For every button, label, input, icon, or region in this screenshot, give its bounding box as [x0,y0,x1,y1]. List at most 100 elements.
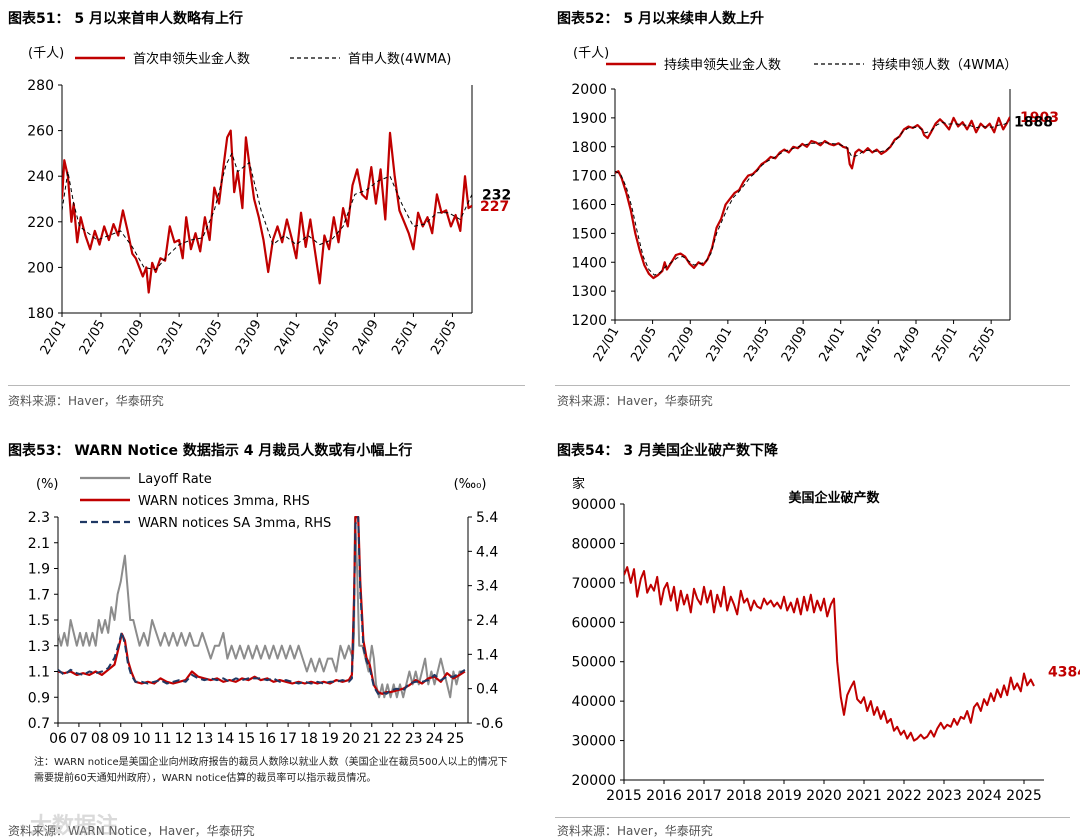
x-tick-label: 24/01 [272,318,304,358]
legend-label: 首次申领失业金人数 [133,51,250,67]
x-tick-label: 14 [216,731,234,747]
y-tick-label: 1600 [571,198,607,214]
series-line-2 [615,120,1010,276]
series-line-3 [58,516,466,695]
y-tick-label: 240 [27,169,54,185]
y-tick-label: 80000 [571,536,616,552]
x-tick-label: 25 [447,731,465,747]
x-tick-label: 16 [258,731,276,747]
y2-tick-label: -0.6 [476,716,503,732]
chart-51-source-divider [8,385,525,386]
y-tick-label: 1.1 [28,665,50,681]
x-tick-label: 17 [279,731,297,747]
chart-54-source-divider [555,817,1070,818]
chart-52: 1200 1300 1400 1500 1600 1700 1800 1900 2000 22/0… [571,46,1059,365]
y2-tick-label: 1.4 [476,647,498,663]
y-tick-label: 180 [27,306,54,322]
x-tick-label: 22/05 [628,325,660,365]
x-tick-label: 23/05 [194,318,226,358]
y-tick-label: 0.9 [28,690,50,706]
legend-label: 首申人数(4WMA) [348,52,451,67]
x-tick-label: 23 [405,731,423,747]
chart-53: 0.7 0.9 1.1 1.3 1.5 1.7 1.9 2.1 2.3 -0.6 0.4 1.4 2.4… [28,472,504,747]
series-line-1 [624,566,1035,742]
x-tick-label: 24/09 [350,318,382,358]
x-tick-label: 20 [342,731,360,747]
chart-52-title: 图表52： 5 月以来续申人数上升 [557,11,764,27]
y-tick-label: 1.9 [28,562,50,578]
x-tick-label: 2018 [726,788,762,804]
y-tick-label: 1400 [571,255,607,271]
x-tick-label: 23/01 [704,325,736,365]
y-tick-label: 1700 [571,169,607,185]
y-tick-label: 30000 [571,734,616,750]
x-tick-label: 2023 [926,788,962,804]
y2-tick-label: 4.4 [476,544,498,560]
series-line-2 [62,152,472,271]
y-tick-label: 40000 [571,694,616,710]
x-tick-label: 2020 [806,788,842,804]
y-tick-label: 1500 [571,226,607,242]
x-tick-label: 19 [321,731,339,747]
chart-53-source: 资料来源：WARN Notice，Haver，华泰研究 [8,824,255,838]
y-tick-label: 1800 [571,140,607,156]
chart-52-source: 资料来源：Haver，华泰研究 [557,394,713,408]
y2-tick-label: 3.4 [476,579,498,595]
legend-label: 持续申领失业金人数 [664,57,781,73]
end-value-label: 232 [482,187,511,203]
chart-51-source: 资料来源：Haver，华泰研究 [8,394,164,408]
x-tick-label: 2017 [686,788,722,804]
x-tick-label: 25/05 [967,325,999,365]
end-value-label: 227 [480,199,509,215]
series-line-1 [615,116,1010,280]
unit-label: (千人) [573,46,609,61]
y-tick-label: 1.3 [28,639,50,655]
x-tick-label: 2019 [766,788,802,804]
chart-54-source: 资料来源：Haver，华泰研究 [557,824,713,838]
y-tick-label: 90000 [571,497,616,513]
x-tick-label: 10 [133,731,151,747]
y-tick-label: 50000 [571,655,616,671]
y-tick-label: 2.1 [28,536,50,552]
x-tick-label: 13 [196,731,214,747]
watermark: 大数据注 [30,814,119,839]
legend-label: Layoff Rate [138,472,212,487]
y-tick-label: 1200 [571,313,607,329]
legend-label: 持续申领人数（4WMA） [872,58,1017,73]
series-line-1 [58,516,464,699]
y-tick-label: 280 [27,78,54,94]
x-tick-label: 25/01 [389,318,421,358]
chart-51-title: 图表51： 5 月以来首申人数略有上行 [8,11,243,27]
y-tick-label: 70000 [571,576,616,592]
y2-tick-label: 5.4 [476,510,498,526]
x-tick-label: 15 [237,731,255,747]
y-tick-label: 2.3 [28,510,50,526]
series-line-1 [62,129,472,294]
x-tick-label: 25/01 [929,325,961,365]
x-tick-label: 2021 [846,788,882,804]
x-tick-label: 24/05 [854,325,886,365]
x-tick-label: 24/01 [816,325,848,365]
x-tick-label: 2022 [886,788,922,804]
x-tick-label: 2016 [646,788,682,804]
x-tick-label: 23/05 [741,325,773,365]
x-tick-label: 12 [175,731,193,747]
y2-tick-label: 2.4 [476,613,498,629]
chart-inner-title: 美国企业破产数 [788,490,880,506]
x-tick-label: 06 [49,731,67,747]
x-tick-label: 22/05 [77,318,109,358]
y-tick-label: 1.5 [28,613,50,629]
x-tick-label: 07 [70,731,88,747]
chart-53-note: 注：WARN notice是美国企业向州政府报告的裁员人数除以就业人数（美国企业… [34,757,508,784]
x-tick-label: 21 [363,731,381,747]
x-tick-label: 09 [112,731,130,747]
end-value-label: 1903 [1020,110,1059,126]
y-tick-label: 200 [27,260,54,276]
y-tick-label: 1300 [571,284,607,300]
unit-label-right: (‰₀) [454,477,487,492]
x-tick-label: 22/01 [38,318,70,358]
x-tick-label: 23/01 [155,318,187,358]
unit-label: 家 [572,476,585,492]
x-tick-label: 11 [154,731,172,747]
